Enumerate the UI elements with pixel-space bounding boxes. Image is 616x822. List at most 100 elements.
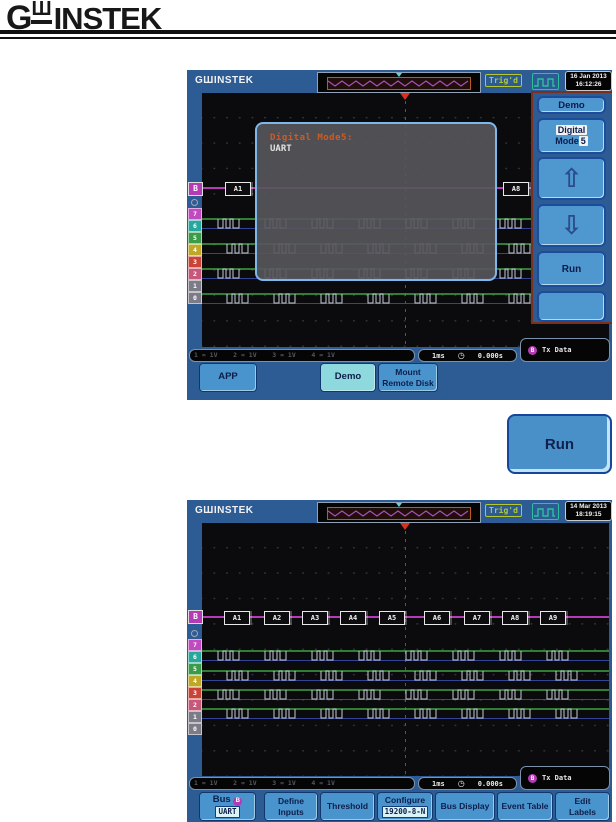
horizontal-trigger-position-icon [400, 523, 410, 530]
channel-label-d3: 3 [188, 256, 202, 268]
down-arrow-icon: ⇩ [560, 210, 583, 241]
oscilloscope-screenshot-demo: GШINSTEK Trig'd 16 Jan 2013 16:12:26 A1 … [187, 70, 612, 400]
bus-frame-label: A4 [340, 611, 366, 625]
bus-status-readout: B Tx Data [520, 338, 610, 362]
bus-status-text: Tx Data [542, 346, 572, 354]
mount-remote-disk-button[interactable]: Mount Remote Disk [378, 363, 438, 392]
dialog-value: UART [270, 144, 292, 154]
clock-icon: ◷ [457, 351, 465, 360]
horizontal-offset-value: 0.000s [477, 779, 503, 788]
trigger-slope-icon [532, 503, 559, 520]
bus-menu-button[interactable]: Bus B UART [199, 792, 256, 821]
channel-label-d7: 7 [188, 208, 202, 220]
bus-frame-label: A9 [540, 611, 566, 625]
bus-label-line: Bus B [213, 794, 243, 806]
demo-button[interactable]: Demo [320, 363, 376, 392]
scroll-up-button[interactable]: ⇧ [537, 157, 606, 200]
timebase-readout: 1ms ◷ 0.000s [418, 777, 517, 790]
preview-waveform [328, 80, 469, 87]
bus-frame-label: A8 [502, 611, 528, 625]
channel-label-d4: 4 [188, 675, 202, 687]
bus-badge-icon: B [528, 773, 537, 783]
digital-mode-button[interactable]: Digital Mode 5 [537, 118, 606, 154]
center-graticule-line [405, 523, 406, 776]
channel-label-d0: 0 [188, 723, 202, 735]
waveform-preview-bar [317, 72, 481, 93]
bus-status-readout: B Tx Data [520, 766, 610, 790]
mode-word-mode: Mode [555, 136, 579, 146]
bus-waveform-line [202, 616, 609, 618]
graticule-display: A1 A2 A3 A4 A5 A6 A7 A8 A9 [202, 523, 609, 776]
date-text: 16 Jan 2013 [570, 73, 607, 80]
app-button[interactable]: APP [199, 363, 257, 392]
bus-frame-label: A6 [424, 611, 450, 625]
mount-label-line2: Remote Disk [382, 377, 434, 388]
scroll-down-button[interactable]: ⇩ [537, 204, 606, 247]
configure-button[interactable]: Configure 19200-8-N [377, 792, 433, 821]
define-inputs-button[interactable]: Define Inputs [264, 792, 318, 821]
digital-trace-d3d2 [202, 686, 609, 700]
menu-title-demo[interactable]: Demo [537, 96, 606, 114]
run-softkey-button[interactable]: Run [537, 251, 606, 287]
logo-omega-glyph: Ш [31, 0, 52, 24]
configure-value: 19200-8-N [381, 805, 429, 818]
channel-label-d6: 6 [188, 651, 202, 663]
bus-indicator-badge: B [188, 182, 203, 196]
define-label-line2: Inputs [278, 806, 304, 817]
channel-group-icon [191, 630, 198, 637]
blank-softkey-button[interactable] [537, 291, 606, 322]
event-table-label: Event Table [501, 801, 549, 812]
side-soft-menu: Demo Digital Mode 5 ⇧ ⇩ Run [531, 91, 612, 324]
channel-label-d5: 5 [188, 232, 202, 244]
timebase-value: 1ms [432, 779, 445, 788]
mode-number: 5 [578, 136, 588, 146]
scope-brand-logo: GШINSTEK [195, 505, 254, 516]
threshold-button[interactable]: Threshold [320, 792, 375, 821]
bus-frame-label: A1 [225, 182, 251, 196]
timebase-readout: 1ms ◷ 0.000s [418, 349, 517, 362]
channel-label-d2: 2 [188, 268, 202, 280]
bus-frame-label: A2 [264, 611, 290, 625]
event-table-button[interactable]: Event Table [497, 792, 553, 821]
channel-label-d2: 2 [188, 699, 202, 711]
header-divider-thin [0, 37, 616, 39]
bus-type-value: UART [215, 805, 240, 819]
trigger-status-badge: Trig'd [485, 504, 522, 517]
channel-settings-readout: 1 = 1V 2 = 1V 3 = 1V 4 = 1V [189, 777, 415, 790]
channel-label-d0: 0 [188, 292, 202, 304]
channel-group-icon [191, 199, 198, 206]
run-button[interactable]: Run [507, 414, 612, 474]
datetime-display: 16 Jan 2013 16:12:26 [565, 71, 612, 91]
channel-label-d7: 7 [188, 639, 202, 651]
clock-icon: ◷ [457, 779, 465, 788]
trigger-status-badge: Trig'd [485, 74, 522, 87]
define-label-line1: Define [278, 796, 304, 806]
bus-frame-label: A5 [379, 611, 405, 625]
demo-button-label: Demo [334, 371, 362, 383]
mode-word-digital: Digital [555, 125, 588, 135]
bus-display-button[interactable]: Bus Display [435, 792, 495, 821]
bus-frame-label: A1 [224, 611, 250, 625]
waveform-preview-bar [317, 502, 481, 523]
channel-label-d4: 4 [188, 244, 202, 256]
channel-label-d3: 3 [188, 687, 202, 699]
bus-frame-label: A8 [503, 182, 529, 196]
digital-trace-d7d6 [202, 647, 609, 661]
datetime-display: 14 Mar 2013 18:19:15 [565, 501, 612, 521]
trigger-slope-icon [532, 73, 559, 90]
channel-label-d1: 1 [188, 280, 202, 292]
preview-trigger-marker-icon [396, 503, 402, 507]
configure-label: Configure [384, 795, 426, 805]
horizontal-offset-value: 0.000s [477, 351, 503, 360]
bus-indicator-badge: B [188, 610, 203, 624]
bus-status-text: Tx Data [542, 774, 572, 782]
mount-label-line1: Mount [395, 367, 421, 377]
digital-trace-d1d0 [202, 705, 609, 719]
threshold-label: Threshold [326, 801, 369, 812]
header-divider-thick [0, 30, 616, 34]
channel-label-d5: 5 [188, 663, 202, 675]
bus-badge-icon: B [528, 345, 537, 355]
time-text: 18:19:15 [575, 511, 602, 518]
edit-labels-button[interactable]: Edit Labels [555, 792, 610, 821]
